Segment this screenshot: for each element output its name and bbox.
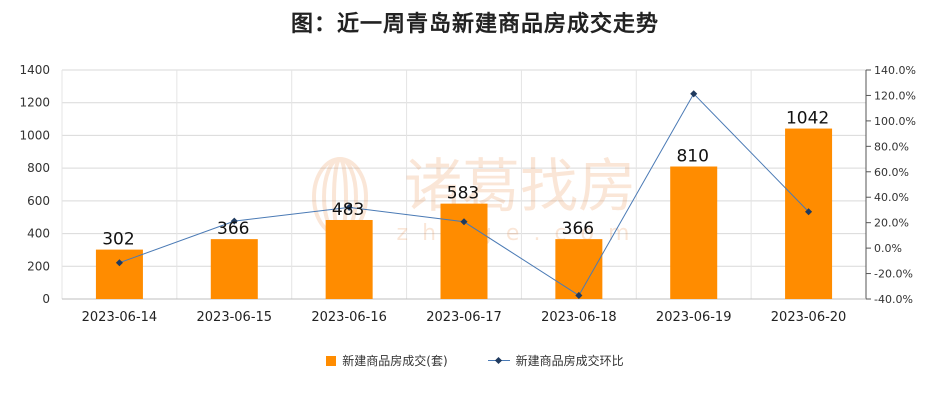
bar <box>210 239 258 299</box>
y-left-tick-label: 200 <box>27 259 50 273</box>
line-point <box>690 90 698 98</box>
y-right-tick-label: 120.0% <box>874 89 916 102</box>
bar <box>440 203 488 299</box>
line-point <box>575 291 583 299</box>
bar-value-label: 810 <box>676 147 708 167</box>
line-point <box>230 217 238 225</box>
y-right-tick-label: 100.0% <box>874 115 916 128</box>
bar <box>555 239 603 299</box>
y-right-tick-label: 140.0% <box>874 64 916 77</box>
y-right-tick-label: -40.0% <box>874 293 913 306</box>
x-tick-label: 2023-06-17 <box>426 310 502 325</box>
bar-value-label: 302 <box>102 230 134 250</box>
bar-value-label: 366 <box>217 219 249 239</box>
line-point <box>345 203 353 211</box>
bar-value-label: 1042 <box>786 109 829 129</box>
legend-item-bar: 新建商品房成交(套) <box>326 352 448 369</box>
bar <box>325 219 373 299</box>
y-right-tick-label: 40.0% <box>874 191 909 204</box>
watermark-subtext: zhuge.com <box>397 221 644 246</box>
y-left-tick-label: 1000 <box>19 128 50 142</box>
y-right-tick-label: 80.0% <box>874 140 909 153</box>
legend: 新建商品房成交(套) 新建商品房成交环比 <box>0 352 950 369</box>
y-right-tick-label: 20.0% <box>874 217 909 230</box>
chart-title: 图：近一周青岛新建商品房成交走势 <box>290 12 659 37</box>
y-right-tick-label: 60.0% <box>874 166 909 179</box>
legend-bar-swatch <box>326 355 337 366</box>
bar <box>95 249 143 299</box>
y-left-tick-label: 600 <box>27 194 50 208</box>
watermark-text: 诸葛找房 <box>404 152 636 220</box>
legend-item-line: 新建商品房成交环比 <box>487 352 624 369</box>
bar-value-label: 583 <box>447 184 479 204</box>
x-tick-label: 2023-06-15 <box>197 310 273 325</box>
legend-line-swatch <box>487 356 510 366</box>
bar-series <box>95 128 833 299</box>
x-tick-label: 2023-06-19 <box>656 310 732 325</box>
x-tick-label: 2023-06-14 <box>82 310 158 325</box>
data-labels: 302 366 483 583 366 810 1042 <box>102 109 829 250</box>
x-tick-label: 2023-06-20 <box>771 310 847 325</box>
legend-line-label: 新建商品房成交环比 <box>515 354 624 368</box>
y-left-tick-label: 400 <box>27 227 50 241</box>
line-point <box>805 208 813 216</box>
line-point <box>115 259 123 267</box>
bar-value-label: 483 <box>332 200 364 220</box>
x-tick-label: 2023-06-16 <box>311 310 387 325</box>
axes: 0 200 400 600 800 1000 1200 1400 -40.0% -20.0% 0.0… <box>19 63 916 325</box>
y-left-tick-label: 800 <box>27 161 50 175</box>
line-point <box>460 218 468 226</box>
y-right-tick-label: -20.0% <box>874 268 913 281</box>
line-series <box>115 90 813 299</box>
bar <box>670 166 718 299</box>
y-left-tick-label: 1400 <box>19 63 50 77</box>
x-tick-label: 2023-06-18 <box>541 310 617 325</box>
bar-value-label: 366 <box>562 219 594 239</box>
y-left-tick-label: 0 <box>42 292 50 306</box>
y-right-tick-label: 0.0% <box>874 242 902 255</box>
y-left-tick-label: 1200 <box>19 96 50 110</box>
legend-bar-label: 新建商品房成交(套) <box>342 354 448 368</box>
